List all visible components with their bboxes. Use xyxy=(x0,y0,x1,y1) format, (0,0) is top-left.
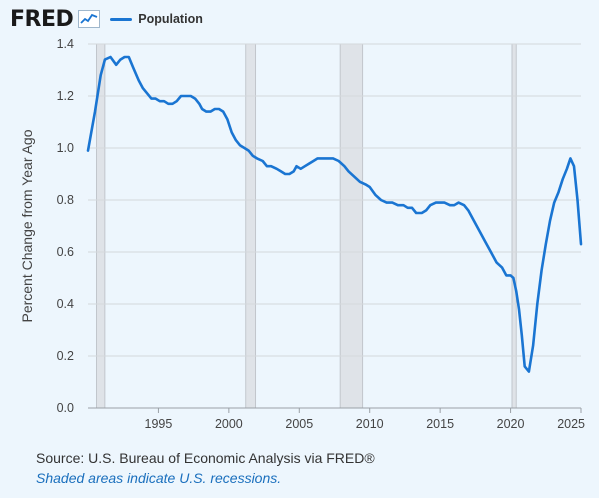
y-tick-label: 1.0 xyxy=(57,141,74,155)
x-tick-label: 2010 xyxy=(356,417,384,431)
y-tick-labels: 0.0 0.2 0.4 0.6 0.8 1.0 1.2 1.4 xyxy=(57,37,74,415)
recession-band xyxy=(245,43,257,409)
recession-band xyxy=(511,43,517,409)
x-tick-label: 1995 xyxy=(145,417,173,431)
trend-line-icon xyxy=(78,10,101,28)
x-tick-label: 2005 xyxy=(285,417,313,431)
y-axis-label: Percent Change from Year Ago xyxy=(19,129,35,322)
y-tick-label: 0.6 xyxy=(57,245,74,259)
x-tick-labels: 1995 2000 2005 2010 2015 2020 2025 xyxy=(145,417,586,431)
y-tick-label: 0.4 xyxy=(57,297,74,311)
legend-swatch xyxy=(110,17,133,21)
legend: Population xyxy=(110,12,203,26)
series-layer xyxy=(86,55,583,373)
y-tick-label: 0.8 xyxy=(57,193,74,207)
chart-footer: Source: U.S. Bureau of Economic Analysis… xyxy=(36,448,375,488)
source-text: Source: U.S. Bureau of Economic Analysis… xyxy=(36,450,375,466)
y-tick-label: 0.2 xyxy=(57,349,74,363)
x-tick-label: 2015 xyxy=(426,417,454,431)
y-tick-label: 0.0 xyxy=(57,401,74,415)
y-tick-label: 1.2 xyxy=(57,89,74,103)
series-line[interactable] xyxy=(86,55,583,373)
recession-band xyxy=(339,43,364,409)
x-tick-label: 2020 xyxy=(497,417,525,431)
recession-note: Shaded areas indicate U.S. recessions. xyxy=(36,470,282,486)
gridlines xyxy=(88,43,582,413)
fred-logo[interactable]: FRED xyxy=(10,6,74,32)
recession-bands xyxy=(96,43,517,409)
x-tick-label: 2025 xyxy=(557,417,585,431)
y-tick-label: 1.4 xyxy=(57,37,74,51)
chart-header: FRED Population xyxy=(10,6,203,32)
x-tick-label: 2000 xyxy=(215,417,243,431)
legend-label: Population xyxy=(138,12,203,26)
